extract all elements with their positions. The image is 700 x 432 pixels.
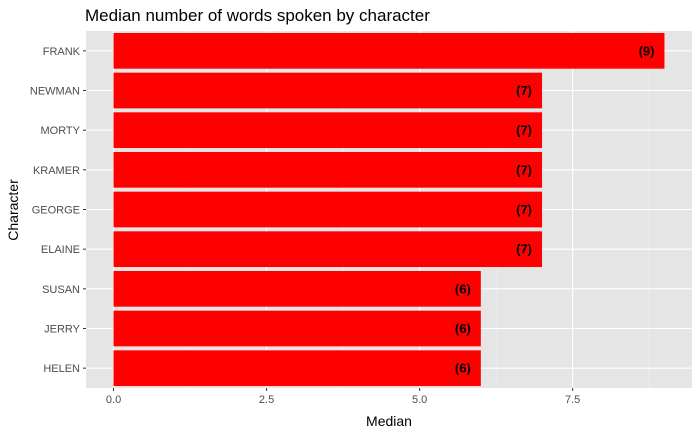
data-label: (7) [516, 162, 532, 177]
bars [113, 32, 665, 387]
y-tick-label: MORTY [40, 125, 80, 137]
data-label: (6) [455, 281, 471, 296]
data-label: (7) [516, 242, 532, 257]
chart-title: Median number of words spoken by charact… [85, 6, 430, 25]
bar-elaine [113, 231, 543, 268]
x-tick-label: 0.0 [106, 394, 121, 406]
data-label: (6) [455, 321, 471, 336]
y-tick-label: FRANK [43, 46, 81, 58]
y-tick-label: GEORGE [32, 205, 80, 217]
y-tick-label: ELAINE [41, 244, 80, 256]
bar-helen [113, 350, 481, 387]
data-label: (7) [516, 123, 532, 138]
bar-morty [113, 112, 543, 149]
bar-jerry [113, 310, 481, 347]
y-axis-title: Character [5, 179, 21, 241]
bar-newman [113, 72, 543, 109]
bar-susan [113, 270, 481, 307]
data-label: (6) [455, 361, 471, 376]
x-axis-title: Median [366, 413, 412, 429]
bar-kramer [113, 151, 543, 188]
y-tick-label: JERRY [44, 324, 81, 336]
y-axis: FRANK NEWMAN MORTY KRAMER GEORGE ELAINE SUSAN J… [30, 46, 86, 375]
data-labels: (9) (7) (7) (7) (7) (7) (6) (6) (6) [455, 43, 655, 375]
y-tick-label: SUSAN [42, 284, 80, 296]
y-tick-label: HELEN [43, 363, 80, 375]
y-tick-label: NEWMAN [30, 86, 80, 98]
x-axis: 0.0 2.5 5.0 7.5 [106, 388, 580, 406]
x-tick-label: 7.5 [565, 394, 580, 406]
bar-george [113, 191, 543, 228]
bar-frank [113, 32, 665, 69]
x-tick-label: 2.5 [259, 394, 274, 406]
data-label: (7) [516, 83, 532, 98]
data-label: (9) [639, 43, 655, 58]
data-label: (7) [516, 202, 532, 217]
x-tick-label: 5.0 [412, 394, 427, 406]
y-tick-label: KRAMER [33, 165, 80, 177]
